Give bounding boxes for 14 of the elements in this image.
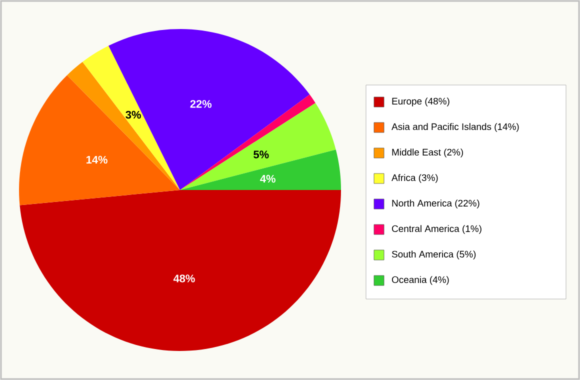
data-label: 4% xyxy=(260,174,276,183)
legend-label: South America (5%) xyxy=(392,250,476,260)
data-label: 48% xyxy=(173,274,195,282)
legend-label: Africa (3%) xyxy=(392,174,438,183)
data-label: 3% xyxy=(126,110,141,119)
data-label: 14% xyxy=(86,156,108,164)
data-label: 5% xyxy=(254,150,269,158)
legend-label: North America (22%) xyxy=(392,200,480,208)
legend-label: Central America (1%) xyxy=(392,225,482,234)
legend-label: Middle East (2%) xyxy=(392,148,463,158)
legend-label: Asia and Pacific Islands (14%) xyxy=(392,123,519,132)
legend-label: Europe (48%) xyxy=(392,98,450,106)
legend-label: Oceania (4%) xyxy=(392,276,449,285)
data-label: 22% xyxy=(190,100,212,108)
